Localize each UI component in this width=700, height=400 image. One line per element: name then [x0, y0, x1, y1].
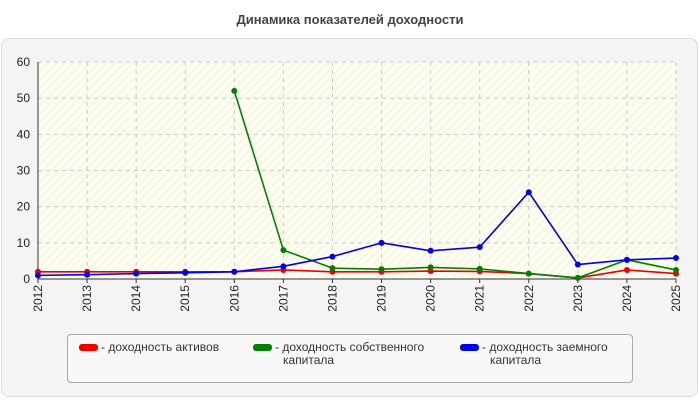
chart-title: Динамика показателей доходности — [236, 12, 464, 27]
x-tick-label: 2018 — [325, 285, 339, 312]
legend-label-equity-line1: - доходность собственного — [275, 340, 425, 354]
data-point-debt — [673, 255, 679, 262]
data-point-equity — [280, 247, 287, 254]
legend-swatch-debt — [460, 344, 479, 351]
data-point-equity — [525, 270, 532, 277]
y-tick-label: 0 — [23, 272, 30, 286]
x-tick-label: 2013 — [80, 285, 94, 312]
legend: - доходность активов - доходность собств… — [67, 334, 633, 383]
grid — [38, 61, 677, 279]
data-point-equity — [329, 265, 336, 272]
x-tick-label: 2021 — [473, 285, 487, 312]
y-tick-label: 50 — [17, 91, 31, 105]
x-tick-label: 2017 — [276, 285, 290, 312]
x-tick-label: 2022 — [522, 285, 536, 312]
legend-label-equity-line2: капитала — [283, 353, 335, 367]
data-point-debt — [623, 256, 630, 263]
data-point-debt — [525, 189, 532, 196]
plot-area — [38, 62, 676, 279]
series-line-debt — [37, 191, 677, 277]
series-line-equity — [233, 90, 677, 279]
y-tick-label: 20 — [17, 200, 31, 214]
legend-label-debt-line1: - доходность заемного — [482, 340, 608, 354]
data-point-equity — [574, 274, 581, 281]
data-point-debt — [182, 269, 189, 276]
x-tick-label: 2019 — [375, 285, 389, 312]
y-tick-label: 10 — [17, 236, 31, 250]
x-tick-label: 2016 — [227, 285, 241, 312]
y-tick-label: 40 — [17, 127, 31, 141]
legend-item-assets: - доходность активов — [79, 341, 219, 354]
data-point-debt — [280, 263, 287, 270]
x-tick-label: 2023 — [571, 285, 585, 312]
x-tick-label: 2020 — [424, 285, 438, 312]
data-point-equity — [427, 264, 434, 271]
y-tick-label: 30 — [17, 164, 31, 178]
data-point-equity — [673, 266, 679, 273]
data-point-debt — [427, 247, 434, 254]
series — [35, 87, 679, 281]
legend-label-debt-line2: капитала — [490, 353, 542, 367]
legend-swatch-assets — [79, 344, 98, 351]
data-point-debt — [574, 261, 581, 268]
data-point-debt — [329, 253, 336, 260]
legend-swatch-equity — [253, 344, 272, 351]
data-point-debt — [476, 244, 483, 251]
data-point-equity — [231, 87, 238, 94]
data-point-debt — [35, 272, 41, 279]
data-point-equity — [476, 265, 483, 272]
x-tick-label: 2024 — [620, 285, 634, 312]
y-tick-label: 60 — [17, 55, 31, 69]
data-point-equity — [378, 266, 385, 273]
legend-item-equity: - доходность собственного капитала — [253, 341, 424, 367]
x-tick-label: 2014 — [129, 285, 143, 312]
legend-item-debt: - доходность заемного капитала — [460, 341, 608, 367]
data-point-debt — [84, 271, 91, 278]
data-point-debt — [378, 239, 385, 246]
data-point-debt — [231, 268, 238, 275]
data-point-debt — [133, 270, 140, 277]
legend-label-assets: - доходность активов — [101, 340, 220, 354]
data-point-assets — [623, 266, 630, 273]
x-tick-label: 2015 — [178, 285, 192, 312]
x-tick-label: 2025 — [669, 285, 683, 312]
x-tick-label: 2012 — [31, 285, 45, 312]
axes: 0 10 20 30 40 50 60 2012 2013 2014 2015 2016 2017 201… — [17, 55, 683, 312]
